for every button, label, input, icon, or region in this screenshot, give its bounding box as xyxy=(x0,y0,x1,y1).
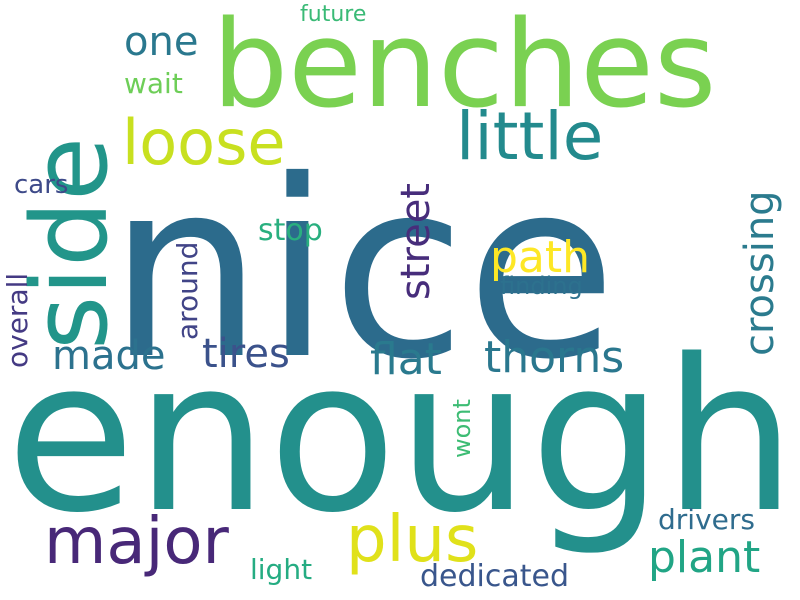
word-flat: flat xyxy=(370,334,442,385)
word-street: street xyxy=(393,183,439,300)
word-wait: wait xyxy=(124,67,183,100)
word-around: around xyxy=(171,241,204,340)
word-little: little xyxy=(456,98,604,175)
word-enough: enough xyxy=(6,314,797,559)
word-plant: plant xyxy=(648,532,761,583)
word-benches: benches xyxy=(212,0,717,135)
word-dedicated: dedicated xyxy=(420,559,570,594)
word-overall: overall xyxy=(1,272,34,368)
word-thorns: thorns xyxy=(484,332,625,383)
word-tires: tires xyxy=(202,331,290,377)
word-nice: nice xyxy=(108,128,617,413)
word-light: light xyxy=(250,553,313,586)
word-made: made xyxy=(52,333,166,379)
word-drivers: drivers xyxy=(658,503,755,536)
word-major: major xyxy=(44,505,229,579)
word-one: one xyxy=(124,19,199,65)
word-stop: stop xyxy=(258,213,323,248)
word-finding: finding xyxy=(500,272,583,300)
word-future: future xyxy=(300,2,367,27)
word-wont: wont xyxy=(448,399,476,458)
word-cars: cars xyxy=(14,170,69,200)
word-loose: loose xyxy=(122,106,286,179)
word-path: path xyxy=(490,232,591,283)
word-crossing: crossing xyxy=(737,190,783,356)
word-plus: plus xyxy=(346,503,479,577)
